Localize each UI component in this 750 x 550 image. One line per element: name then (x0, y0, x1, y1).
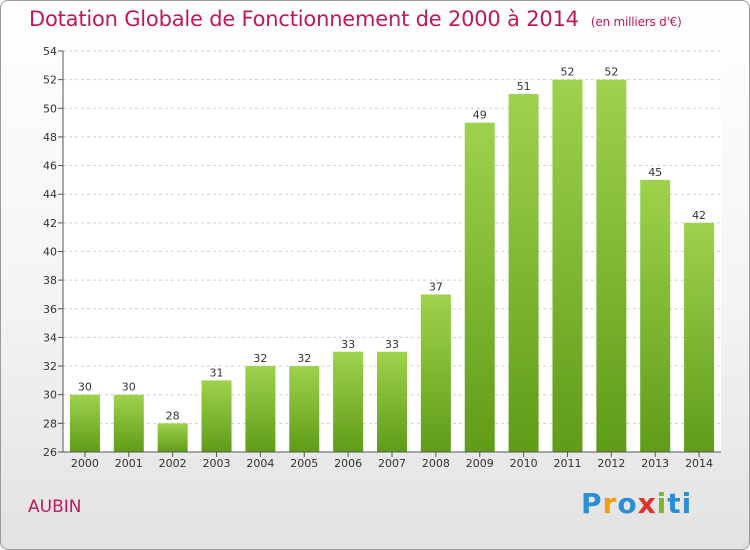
x-tick-label: 2009 (466, 457, 494, 470)
logo-letter: i (656, 487, 668, 520)
bar-value-label: 52 (604, 66, 618, 79)
bar (289, 366, 320, 452)
bar-value-label: 52 (560, 66, 574, 79)
town-name: AUBIN (28, 497, 82, 517)
chart-title: Dotation Globale de Fonctionnement de 20… (29, 7, 682, 31)
y-tick-label: 36 (43, 303, 57, 316)
bar-value-label: 37 (429, 280, 443, 293)
bar-value-label: 51 (517, 80, 531, 93)
bar (377, 351, 407, 452)
x-tick-label: 2014 (685, 457, 713, 470)
y-tick-label: 26 (43, 446, 57, 459)
y-tick-label: 44 (43, 188, 57, 201)
x-tick-label: 2006 (334, 457, 362, 470)
x-tick-label: 2013 (641, 457, 669, 470)
y-tick-label: 48 (43, 131, 57, 144)
bar (552, 79, 583, 453)
y-tick-label: 28 (43, 417, 57, 430)
bar (508, 93, 539, 452)
logo-letter: ti (667, 487, 693, 520)
bar (420, 294, 451, 452)
bar-value-label: 33 (385, 338, 399, 351)
x-tick-label: 2004 (246, 457, 274, 470)
y-tick-label: 46 (43, 160, 57, 173)
x-tick-label: 2012 (597, 457, 625, 470)
bar (684, 222, 715, 452)
chart-title-text: Dotation Globale de Fonctionnement de 20… (29, 7, 579, 31)
x-tick-label: 2003 (203, 457, 231, 470)
proxiti-logo: Proxiti (581, 487, 692, 520)
y-tick-label: 42 (43, 217, 57, 230)
x-tick-label: 2002 (159, 457, 187, 470)
logo-letter: x (637, 487, 657, 520)
x-tick-label: 2007 (378, 457, 406, 470)
bar-value-label: 30 (122, 381, 136, 394)
bar-value-label: 33 (341, 338, 355, 351)
bar (640, 179, 671, 452)
bar-value-label: 31 (210, 366, 224, 379)
bar (113, 394, 144, 452)
y-tick-label: 52 (43, 74, 57, 87)
y-tick-label: 50 (43, 102, 57, 115)
bar (464, 122, 495, 452)
bar-value-label: 42 (692, 209, 706, 222)
x-tick-label: 2011 (553, 457, 581, 470)
x-tick-label: 2010 (510, 457, 538, 470)
logo-letter: r (602, 487, 618, 520)
y-tick-label: 40 (43, 246, 57, 259)
bar-value-label: 32 (297, 352, 311, 365)
bar (245, 366, 276, 452)
y-tick-label: 32 (43, 360, 57, 373)
y-tick-label: 54 (43, 45, 57, 58)
y-tick-label: 34 (43, 331, 57, 344)
x-tick-label: 2001 (115, 457, 143, 470)
bar-value-label: 28 (166, 409, 180, 422)
chart-subtitle: (en milliers d'€) (590, 15, 682, 29)
bar-value-label: 30 (78, 381, 92, 394)
bar-value-label: 32 (253, 352, 267, 365)
bar-value-label: 49 (473, 109, 487, 122)
y-tick-label: 38 (43, 274, 57, 287)
logo-letter: o (617, 487, 638, 520)
x-tick-label: 2000 (71, 457, 99, 470)
bar-value-label: 45 (648, 166, 662, 179)
bar (157, 423, 188, 452)
x-tick-label: 2005 (290, 457, 318, 470)
logo-letter: P (581, 487, 603, 520)
bar (333, 351, 364, 452)
y-tick-label: 30 (43, 389, 57, 402)
x-tick-label: 2008 (422, 457, 450, 470)
bar (69, 394, 100, 452)
bar (201, 380, 232, 452)
bar (596, 79, 627, 453)
